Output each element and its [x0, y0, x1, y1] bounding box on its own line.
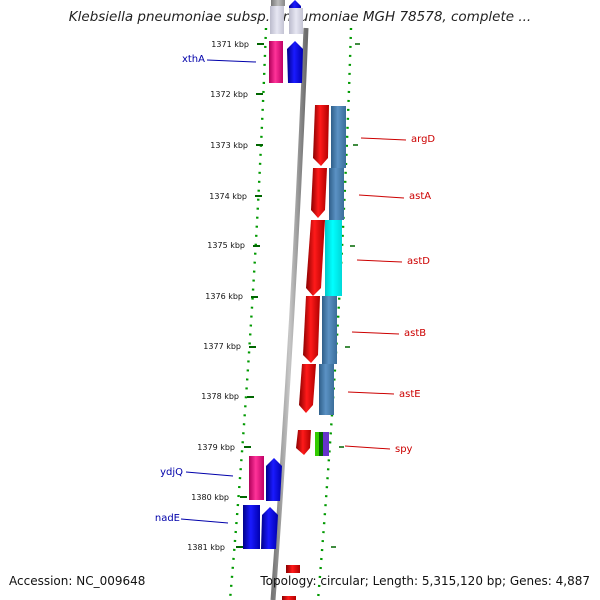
gene-label-spy[interactable]: spy [395, 444, 413, 455]
gene-xthA-feature[interactable] [269, 41, 283, 83]
gene-label-astE[interactable]: astE [399, 389, 421, 400]
ruler-label: 1379 kbp [197, 443, 235, 452]
ruler-label: 1380 kbp [191, 493, 229, 502]
gene-label-argD[interactable]: argD [411, 134, 435, 145]
ruler-label: 1375 kbp [207, 241, 245, 250]
ruler-label: 1378 kbp [201, 392, 239, 401]
gene-spy-feature-purple[interactable] [323, 432, 329, 456]
gene-partial-top-blue[interactable] [289, 0, 301, 8]
gene-label-astB[interactable]: astB [404, 328, 426, 339]
inner-dotted-guide [228, 27, 268, 600]
gene-spy-cds-arrow[interactable] [296, 430, 311, 455]
gene-argD-feature[interactable] [331, 106, 346, 168]
leader-line-xthA [206, 59, 257, 63]
gene-partial-bottom-red-2[interactable] [282, 596, 296, 600]
gene-label-xthA[interactable]: xthA [182, 54, 205, 65]
leader-line-astE [347, 391, 395, 395]
gene-label-astD[interactable]: astD [407, 256, 430, 267]
outer-dotted-guide [316, 27, 353, 600]
ruler-label: 1371 kbp [211, 40, 249, 49]
gene-label-astA[interactable]: astA [409, 191, 431, 202]
gene-astB-cds-arrow[interactable] [303, 296, 320, 363]
ruler-label: 1376 kbp [205, 292, 243, 301]
gene-ydjQ[interactable] [249, 456, 282, 501]
gene-astD[interactable] [306, 220, 342, 296]
gene-partial-top-gray[interactable] [271, 0, 285, 6]
gene-partial-bottom-red[interactable] [286, 565, 300, 573]
gene-astE-cds-arrow[interactable] [299, 364, 316, 413]
gene-nadE[interactable] [243, 505, 278, 549]
gene-astD-cds-arrow[interactable] [306, 220, 325, 296]
genome-backbone [270, 27, 309, 600]
gene-xthA-cds-arrow[interactable] [287, 41, 303, 83]
leader-line-argD [360, 137, 407, 141]
leader-line-astA [358, 194, 405, 199]
gene-spy-feature-lime[interactable] [315, 432, 319, 456]
gene-xthA[interactable] [269, 41, 303, 83]
ruler: 1371 kbp 1372 kbp 1373 kbp 1374 kbp 1375… [187, 40, 360, 552]
leader-line-nadE [180, 518, 229, 524]
gene-astB-feature[interactable] [322, 296, 337, 364]
leader-line-ydjQ [185, 471, 234, 477]
gene-ydjQ-cds-arrow[interactable] [266, 458, 282, 501]
leader-line-astB [351, 331, 400, 335]
gene-spy-feature-green[interactable] [319, 432, 323, 456]
gene-astD-feature[interactable] [325, 220, 342, 296]
topology-summary: Topology: circular; Length: 5,315,120 bp… [260, 574, 590, 588]
gene-label-nadE[interactable]: nadE [155, 513, 180, 524]
ruler-label: 1373 kbp [210, 141, 248, 150]
gene-astA-cds-arrow[interactable] [311, 168, 327, 218]
ruler-label: 1381 kbp [187, 543, 225, 552]
gene-astB[interactable] [303, 296, 337, 364]
ruler-label: 1372 kbp [210, 90, 248, 99]
ruler-label: 1377 kbp [203, 342, 241, 351]
gene-argD-cds-arrow[interactable] [313, 105, 329, 166]
gene-astE-feature[interactable] [319, 364, 334, 415]
gene-partial-top-light-2[interactable] [289, 8, 303, 34]
gene-ydjQ-feature[interactable] [249, 456, 264, 500]
gene-astA[interactable] [311, 168, 344, 220]
gene-astA-feature[interactable] [329, 168, 344, 220]
gene-partial-top-light[interactable] [270, 6, 284, 34]
accession-text: Accession: NC_009648 [9, 574, 146, 588]
gene-nadE-feature[interactable] [243, 505, 260, 549]
leader-line-astD [356, 259, 403, 263]
gene-argD[interactable] [313, 105, 346, 168]
gene-nadE-cds-arrow[interactable] [261, 507, 278, 549]
ruler-label: 1374 kbp [209, 192, 247, 201]
gene-spy[interactable] [296, 430, 329, 456]
gene-label-ydjQ[interactable]: ydjQ [160, 467, 183, 478]
gene-astE[interactable] [299, 364, 334, 415]
leader-line-spy [344, 445, 391, 450]
